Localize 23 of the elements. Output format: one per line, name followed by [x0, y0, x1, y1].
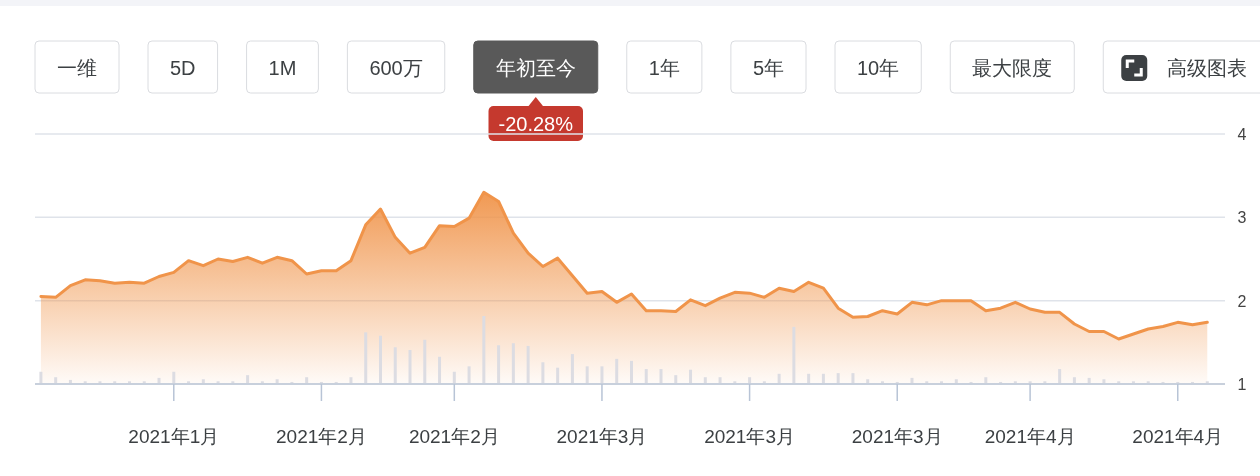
y-tick-label: 3 — [1237, 209, 1247, 227]
x-tick-label: 2021年1月 — [128, 426, 220, 447]
y-tick-label: 1 — [1237, 376, 1247, 393]
text: 5D — [170, 57, 196, 79]
text: 一维 — [57, 57, 97, 79]
text: 最大限度 — [972, 57, 1053, 79]
text: 10年 — [857, 57, 900, 79]
text: 600万 — [369, 57, 423, 79]
y-tick-label: 2 — [1237, 292, 1247, 310]
text: 5年 — [752, 57, 784, 79]
x-tick-label: 2021年4月 — [984, 426, 1076, 447]
x-tick-label: 2021年3月 — [704, 426, 796, 447]
text: 高级图表 — [1167, 57, 1248, 79]
x-tick-label: 2021年2月 — [276, 426, 367, 447]
text: 1年 — [648, 57, 680, 79]
text: 年初至今 — [495, 57, 576, 79]
x-tick-label: 2021年2月 — [408, 426, 500, 447]
x-tick-label: 2021年3月 — [851, 426, 943, 447]
x-tick-label: 2021年4月 — [1132, 426, 1224, 447]
x-tick-label: 2021年3月 — [556, 426, 648, 447]
y-tick-label: 4 — [1237, 126, 1247, 143]
text: 1M — [268, 57, 297, 79]
annotation: -20.28% — [498, 113, 574, 135]
